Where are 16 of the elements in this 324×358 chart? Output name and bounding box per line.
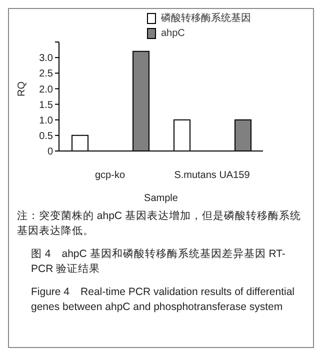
x-tick-label: S.mutans UA159 (174, 170, 250, 182)
legend-label: 磷酸转移酶系统基因 (161, 12, 251, 25)
x-tick-label: gcp-ko (94, 170, 126, 182)
y-tick-label: 0 (47, 146, 54, 158)
caption: Figure 4 Real-time PCR validation results of differential genes between ahpC and phosphotransferase system (30, 285, 296, 315)
y-axis-title: RQ (16, 81, 28, 96)
x-axis-title: Sample (144, 193, 178, 204)
y-tick-label: 0.5 (39, 130, 54, 142)
caption: 图 4 ahpC 基因和磷酸转移酶系统基因差异基因 RT-PCR 验证结果 (30, 247, 286, 277)
y-tick-label: 1.0 (39, 115, 54, 126)
y-tick-label: 3.0 (39, 53, 54, 64)
y-tick-label: 1.5 (39, 100, 54, 111)
y-tick-label: 2.0 (39, 84, 54, 96)
text: 注：突变菌株的 ahpC 基因表达增加，但是磷酸转移酶系统基因表达降低。 (17, 209, 302, 239)
y-tick-label: 2.5 (39, 68, 54, 80)
legend-label: ahpC (161, 28, 185, 39)
